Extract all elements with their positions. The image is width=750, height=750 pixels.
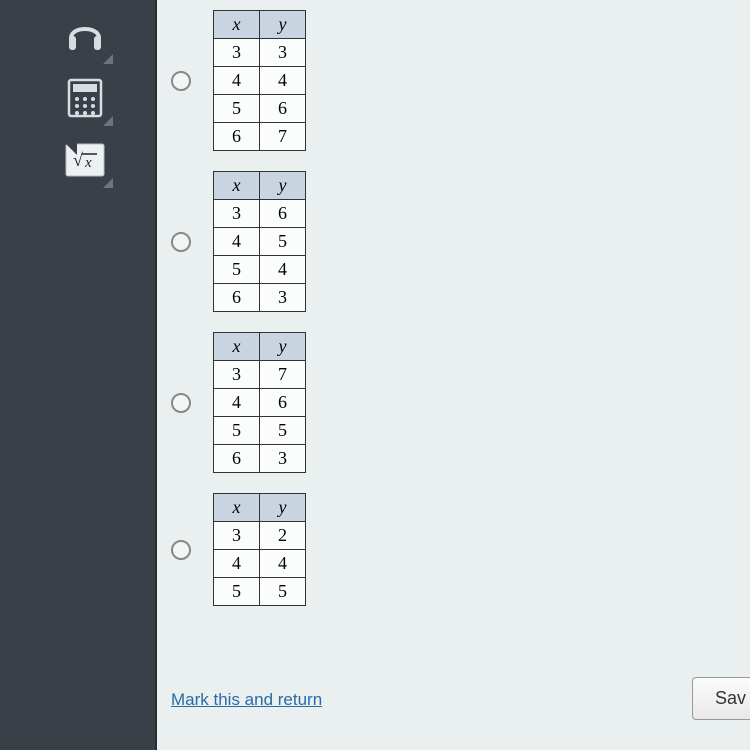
calculator-icon[interactable] (63, 76, 107, 120)
table-cell: 3 (260, 284, 306, 312)
formula-icon[interactable]: √ x (63, 138, 107, 182)
table-cell: 6 (260, 95, 306, 123)
table-header: x (214, 333, 260, 361)
table-cell: 5 (214, 95, 260, 123)
table-header: x (214, 494, 260, 522)
table-cell: 4 (214, 67, 260, 95)
table-option-2: xy 36 45 54 63 (213, 171, 306, 312)
table-cell: 5 (214, 578, 260, 606)
table-cell: 7 (260, 361, 306, 389)
answer-options: xy 33 44 56 67 xy 36 45 54 63 xy 37 46 (157, 10, 750, 606)
table-cell: 3 (260, 39, 306, 67)
headphones-icon[interactable] (63, 14, 107, 58)
table-option-4: xy 32 44 55 (213, 493, 306, 606)
table-cell: 3 (260, 445, 306, 473)
table-cell: 3 (214, 361, 260, 389)
table-cell: 2 (260, 522, 306, 550)
table-cell: 4 (214, 550, 260, 578)
table-cell: 4 (214, 389, 260, 417)
table-cell: 6 (260, 200, 306, 228)
table-cell: 6 (260, 389, 306, 417)
table-header: x (214, 11, 260, 39)
table-cell: 6 (214, 284, 260, 312)
table-header: y (260, 11, 306, 39)
table-cell: 3 (214, 200, 260, 228)
table-cell: 7 (260, 123, 306, 151)
table-cell: 5 (214, 256, 260, 284)
table-option-1: xy 33 44 56 67 (213, 10, 306, 151)
table-cell: 4 (214, 228, 260, 256)
option-1: xy 33 44 56 67 (171, 10, 750, 151)
table-option-3: xy 37 46 55 63 (213, 332, 306, 473)
table-cell: 3 (214, 39, 260, 67)
table-cell: 5 (260, 417, 306, 445)
table-header: y (260, 494, 306, 522)
tool-sidebar: √ x (55, 14, 115, 182)
option-2: xy 36 45 54 63 (171, 171, 750, 312)
table-cell: 5 (260, 578, 306, 606)
svg-text:√: √ (73, 150, 83, 170)
svg-text:x: x (84, 155, 92, 171)
table-cell: 4 (260, 67, 306, 95)
mark-return-link[interactable]: Mark this and return (171, 690, 322, 710)
content-panel: xy 33 44 56 67 xy 36 45 54 63 xy 37 46 (155, 0, 750, 750)
table-cell: 6 (214, 445, 260, 473)
table-cell: 4 (260, 550, 306, 578)
option-3: xy 37 46 55 63 (171, 332, 750, 473)
table-cell: 3 (214, 522, 260, 550)
radio-option-2[interactable] (171, 232, 191, 252)
radio-option-3[interactable] (171, 393, 191, 413)
radio-option-1[interactable] (171, 71, 191, 91)
save-button[interactable]: Sav (692, 677, 750, 720)
option-4: xy 32 44 55 (171, 493, 750, 606)
table-cell: 6 (214, 123, 260, 151)
radio-option-4[interactable] (171, 540, 191, 560)
table-cell: 5 (214, 417, 260, 445)
table-cell: 4 (260, 256, 306, 284)
table-header: x (214, 172, 260, 200)
table-header: y (260, 333, 306, 361)
table-header: y (260, 172, 306, 200)
table-cell: 5 (260, 228, 306, 256)
